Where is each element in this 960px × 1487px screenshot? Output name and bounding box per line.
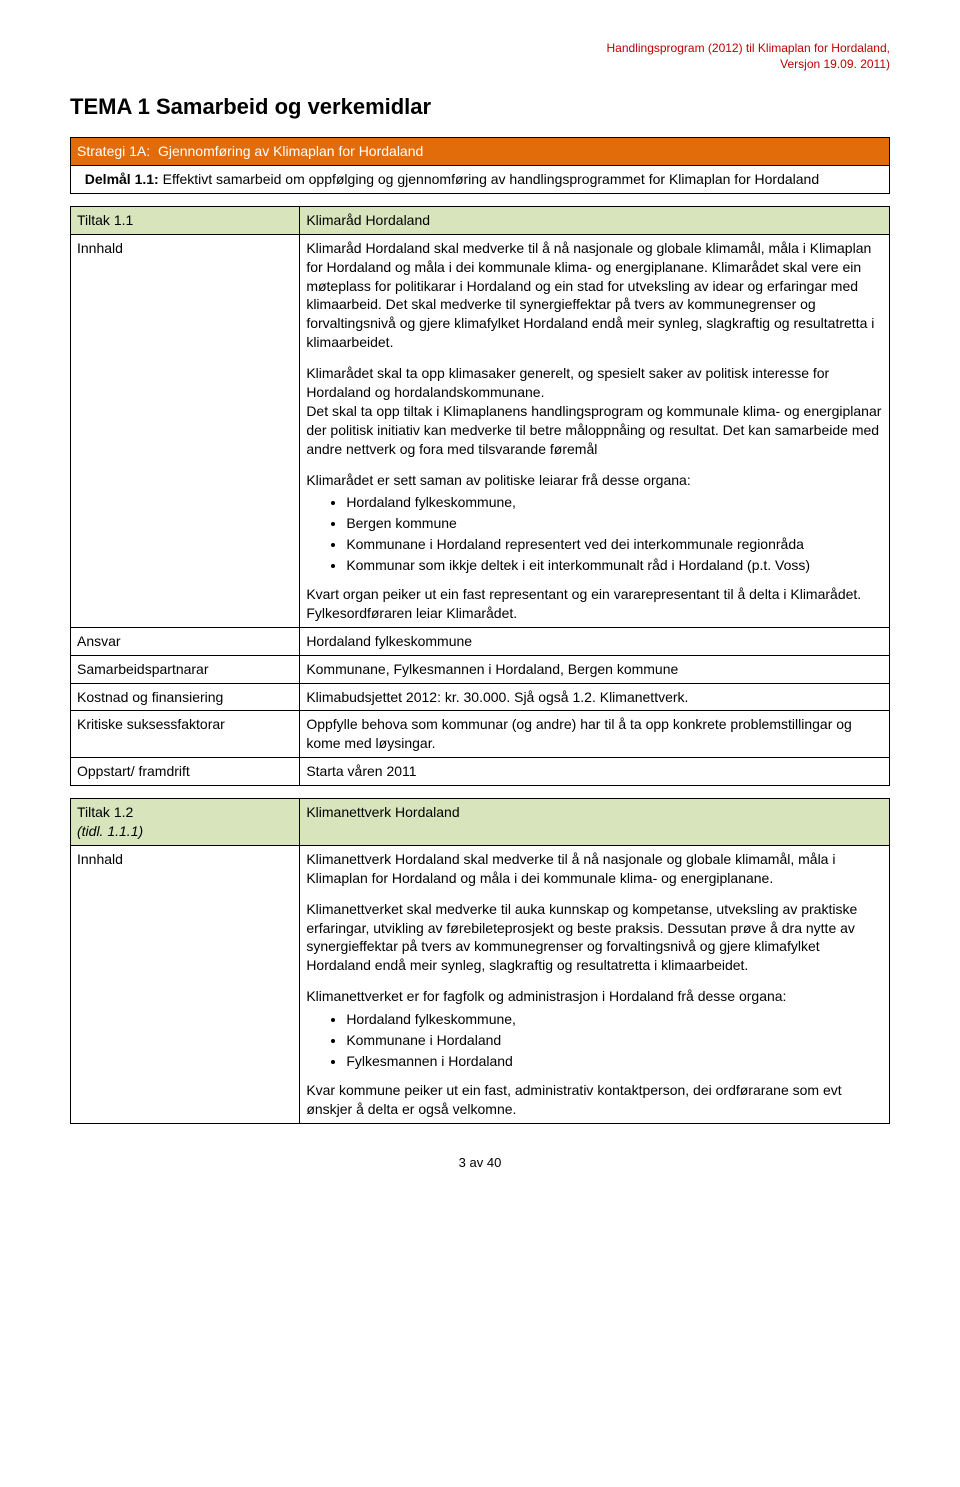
list-item: Kommunane i Hordaland bbox=[346, 1031, 883, 1050]
list-item: Bergen kommune bbox=[346, 514, 883, 533]
list-item: Hordaland fylkeskommune, bbox=[346, 1010, 883, 1029]
tiltak2-innhald-label: Innhald bbox=[71, 845, 300, 1123]
tiltak2-p3: Klimanettverket er for fagfolk og admini… bbox=[306, 988, 786, 1004]
strategi-table: Strategi 1A: Gjennomføring av Klimaplan … bbox=[70, 137, 890, 194]
kostnad-label: Kostnad og finansiering bbox=[71, 683, 300, 711]
tiltak2-id-cell: Tiltak 1.2 (tidl. 1.1.1) bbox=[71, 799, 300, 846]
strategi-row: Strategi 1A: Gjennomføring av Klimaplan … bbox=[71, 138, 890, 166]
tiltak1-p4: Klimarådet er sett saman av politiske le… bbox=[306, 472, 690, 488]
delmal-row: Delmål 1.1: Effektivt samarbeid om oppfø… bbox=[71, 165, 890, 193]
list-item: Kommunar som ikkje deltek i eit interkom… bbox=[346, 556, 883, 575]
tiltak2-list: Hordaland fylkeskommune, Kommunane i Hor… bbox=[306, 1010, 883, 1071]
tiltak1-title: Klimaråd Hordaland bbox=[300, 206, 890, 234]
strategi-label: Strategi 1A: bbox=[77, 143, 150, 159]
page-title: TEMA 1 Samarbeid og verkemidlar bbox=[70, 92, 890, 122]
oppstart-value: Starta våren 2011 bbox=[300, 758, 890, 786]
tiltak2-table: Tiltak 1.2 (tidl. 1.1.1) Klimanettverk H… bbox=[70, 798, 890, 1123]
tiltak1-p3: Det skal ta opp tiltak i Klimaplanens ha… bbox=[306, 403, 881, 457]
oppstart-label: Oppstart/ framdrift bbox=[71, 758, 300, 786]
tiltak2-p2: Klimanettverket skal medverke til auka k… bbox=[306, 900, 883, 976]
page-footer: 3 av 40 bbox=[70, 1154, 890, 1172]
ansvar-label: Ansvar bbox=[71, 627, 300, 655]
tiltak2-p1: Klimanettverk Hordaland skal medverke ti… bbox=[306, 850, 883, 888]
strategi-text: Gjennomføring av Klimaplan for Hordaland bbox=[158, 143, 423, 159]
samarbeid-value: Kommunane, Fylkesmannen i Hordaland, Ber… bbox=[300, 655, 890, 683]
kritiske-label: Kritiske suksessfaktorar bbox=[71, 711, 300, 758]
tiltak1-id: Tiltak 1.1 bbox=[71, 206, 300, 234]
tiltak1-p5: Kvart organ peiker ut ein fast represent… bbox=[306, 586, 861, 621]
tiltak2-innhald-content: Klimanettverk Hordaland skal medverke ti… bbox=[300, 845, 890, 1123]
tiltak1-p1: Klimaråd Hordaland skal medverke til å n… bbox=[306, 239, 883, 352]
tiltak1-table: Tiltak 1.1 Klimaråd Hordaland Innhald Kl… bbox=[70, 206, 890, 786]
tiltak2-title: Klimanettverk Hordaland bbox=[300, 799, 890, 846]
tiltak2-p4: Kvar kommune peiker ut ein fast, adminis… bbox=[306, 1081, 883, 1119]
tiltak1-list: Hordaland fylkeskommune, Bergen kommune … bbox=[306, 493, 883, 575]
list-item: Fylkesmannen i Hordaland bbox=[346, 1052, 883, 1071]
tiltak2-tidl: (tidl. 1.1.1) bbox=[77, 823, 143, 839]
list-item: Kommunane i Hordaland representert ved d… bbox=[346, 535, 883, 554]
delmal-text: Effektivt samarbeid om oppfølging og gje… bbox=[163, 171, 820, 187]
header-line2: Versjon 19.09. 2011) bbox=[780, 57, 890, 71]
list-item: Hordaland fylkeskommune, bbox=[346, 493, 883, 512]
tiltak1-innhald-content: Klimaråd Hordaland skal medverke til å n… bbox=[300, 234, 890, 627]
kostnad-value: Klimabudsjettet 2012: kr. 30.000. Sjå og… bbox=[300, 683, 890, 711]
tiltak2-id: Tiltak 1.2 bbox=[77, 804, 133, 820]
document-header: Handlingsprogram (2012) til Klimaplan fo… bbox=[70, 40, 890, 72]
tiltak1-innhald-label: Innhald bbox=[71, 234, 300, 627]
samarbeid-label: Samarbeidspartnarar bbox=[71, 655, 300, 683]
kritiske-value: Oppfylle behova som kommunar (og andre) … bbox=[300, 711, 890, 758]
delmal-label: Delmål 1.1: bbox=[85, 171, 159, 187]
header-line1: Handlingsprogram (2012) til Klimaplan fo… bbox=[607, 41, 890, 55]
ansvar-value: Hordaland fylkeskommune bbox=[300, 627, 890, 655]
tiltak1-p2: Klimarådet skal ta opp klimasaker genere… bbox=[306, 365, 829, 400]
